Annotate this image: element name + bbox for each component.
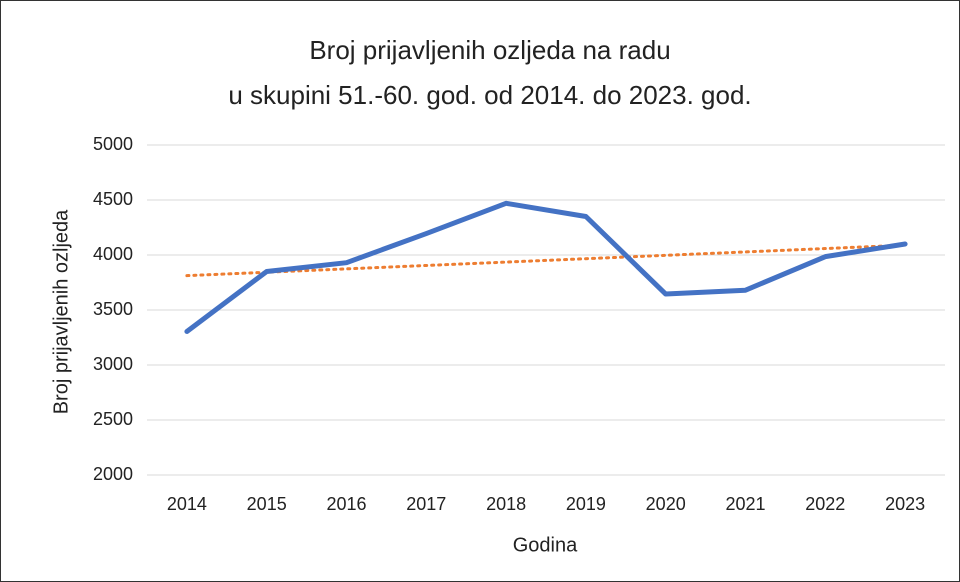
y-axis-label: Broj prijavljenih ozljeda <box>50 209 72 414</box>
y-tick-label: 5000 <box>93 134 133 154</box>
y-tick-label: 2500 <box>93 409 133 429</box>
y-tick-label: 3000 <box>93 354 133 374</box>
x-tick-label: 2023 <box>885 494 925 514</box>
x-tick-label: 2014 <box>167 494 207 514</box>
x-tick-label: 2015 <box>247 494 287 514</box>
x-tick-label: 2022 <box>805 494 845 514</box>
y-tick-label: 4500 <box>93 189 133 209</box>
chart-subtitle: u skupini 51.-60. god. od 2014. do 2023.… <box>228 80 751 110</box>
y-tick-label: 4000 <box>93 244 133 264</box>
trendline <box>185 243 907 278</box>
x-tick-label: 2021 <box>725 494 765 514</box>
x-tick-label: 2018 <box>486 494 526 514</box>
y-tick-label: 2000 <box>93 464 133 484</box>
line-series <box>184 200 908 334</box>
x-tick-label: 2020 <box>646 494 686 514</box>
x-tick-label: 2016 <box>326 494 366 514</box>
x-tick-label: 2017 <box>406 494 446 514</box>
chart-title: Broj prijavljenih ozljeda na radu <box>309 35 670 65</box>
x-axis-label: Godina <box>513 534 578 556</box>
y-tick-label: 3500 <box>93 299 133 319</box>
x-tick-label: 2019 <box>566 494 606 514</box>
